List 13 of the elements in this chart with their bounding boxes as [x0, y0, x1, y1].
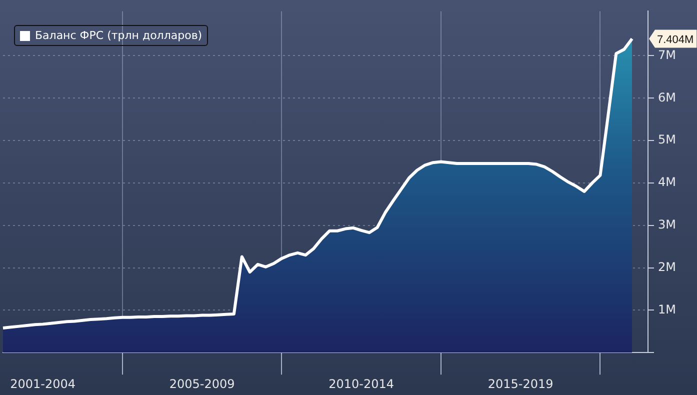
y-tick-label: 3M	[658, 217, 676, 232]
x-tick-label: 2005-2009	[169, 376, 235, 391]
y-tick-label: 6M	[658, 90, 676, 104]
y-tick-label: 5M	[658, 132, 676, 147]
text: 7.404M	[657, 34, 694, 46]
x-tick-label: 2010-2014	[328, 376, 394, 391]
legend-label: Баланс ФРС (трлн долларов)	[35, 29, 202, 42]
y-tick-label: 7M	[658, 48, 676, 62]
y-tick-label: 2M	[658, 260, 676, 274]
x-tick-label: 2001-2004	[10, 376, 76, 391]
y-tick-label: 1M	[658, 302, 676, 316]
x-tick-label: 2015-2019	[488, 376, 554, 391]
y-tick-label: 4M	[658, 175, 676, 190]
